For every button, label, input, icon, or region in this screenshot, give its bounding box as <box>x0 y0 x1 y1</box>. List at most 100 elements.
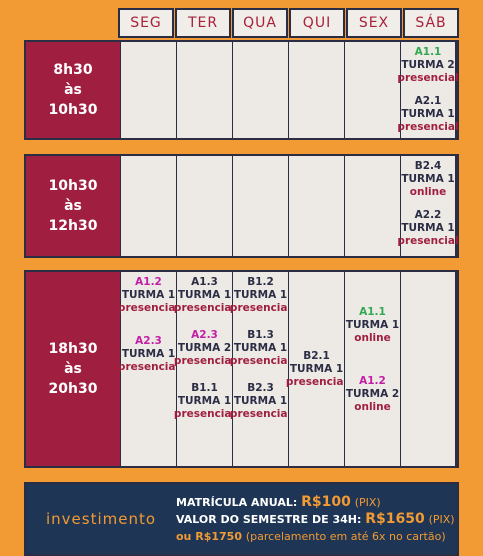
time-slot-line: 18h30 <box>48 341 98 357</box>
class-mode: presencial <box>173 408 236 420</box>
semester-fee-label: VALOR DO SEMESTRE DE 34H: <box>176 512 362 526</box>
class-mode: online <box>409 186 447 198</box>
installment-note: (parcelamento em até 6x no cartão) <box>245 529 446 543</box>
day-cells: B2.4 TURMA 1 online A2.2 TURMA 1 presencial <box>120 156 459 256</box>
class-level: B2.3 <box>247 382 274 394</box>
schedule-cell <box>400 272 455 466</box>
schedule-cell: A1.2 TURMA 1 presencial A2.3 TURMA 1 presenci… <box>118 272 179 466</box>
schedule-block-morning: 8h30 às 10h30 A1.1 TURMA 2 presencial A2.1 TURM… <box>24 40 459 140</box>
schedule-cell <box>288 42 344 138</box>
class-group: TURMA 1 <box>233 342 288 354</box>
class-mode: presencial <box>117 302 180 314</box>
time-slot-line: 10h30 <box>48 178 98 194</box>
class-group: TURMA 1 <box>233 395 288 407</box>
class-mode: presencial <box>117 361 180 373</box>
class-group: TURMA 1 <box>289 362 344 375</box>
investment-label: investimento <box>45 510 157 528</box>
class-level: A2.3 <box>191 329 218 341</box>
class-entry: B2.1 TURMA 1 presencial <box>286 350 347 389</box>
schedule-cell <box>176 42 232 138</box>
day-cells: A1.2 TURMA 1 presencial A2.3 TURMA 1 presenci… <box>118 272 457 466</box>
semester-fee-line: VALOR DO SEMESTRE DE 34H: R$1650 (PIX) <box>176 511 455 528</box>
class-entry: B2.3 TURMA 1 presencial <box>230 382 291 421</box>
schedule-block-midday: 10h30 às 12h30 B2.4 TURMA 1 online A2.2 TURMA 1… <box>24 154 459 258</box>
day-header-sex: SEX <box>346 8 402 38</box>
class-level: B1.1 <box>191 382 218 394</box>
class-group: TURMA 1 <box>401 222 455 234</box>
class-mode: presencial <box>397 121 459 133</box>
time-slot-line: 10h30 <box>48 102 98 118</box>
schedule-cell: B2.4 TURMA 1 online A2.2 TURMA 1 presencial <box>397 156 459 256</box>
class-entry: B1.3 TURMA 1 presencial <box>230 329 291 368</box>
schedule-cell: A1.1 TURMA 2 presencial A2.1 TURMA 1 presenci… <box>397 42 459 138</box>
class-entry: A1.1 TURMA 1 online <box>346 306 399 345</box>
time-slot-line: às <box>64 82 82 98</box>
class-level: A1.2 <box>359 375 386 387</box>
class-entry: B1.1 TURMA 1 presencial <box>174 382 235 421</box>
class-mode: presencial <box>173 355 236 367</box>
investment-panel: investimento MATRÍCULA ANUAL: R$100 (PIX… <box>24 482 459 556</box>
schedule-cell <box>344 156 400 256</box>
class-entry: B2.4 TURMA 1 online <box>401 160 454 199</box>
class-level: A1.2 <box>135 276 162 288</box>
class-group: TURMA 1 <box>177 395 232 407</box>
schedule-cell <box>344 42 400 138</box>
class-mode: presencial <box>397 72 459 84</box>
day-cells: A1.1 TURMA 2 presencial A2.1 TURMA 1 presenci… <box>120 42 459 138</box>
class-entry: A2.3 TURMA 1 presencial <box>118 335 179 374</box>
enrollment-fee-label: MATRÍCULA ANUAL: <box>176 495 298 509</box>
time-slot-line: 8h30 <box>53 62 93 78</box>
semester-fee-price: R$1650 <box>365 510 425 527</box>
class-entry: A1.2 TURMA 1 presencial <box>118 276 179 315</box>
class-level: A1.3 <box>191 276 218 288</box>
time-slot: 18h30 às 20h30 <box>26 272 120 466</box>
class-level: A2.1 <box>414 95 442 107</box>
semester-fee-note: (PIX) <box>428 512 455 526</box>
schedule-cell <box>232 42 288 138</box>
class-entry: A1.3 TURMA 1 presencial <box>174 276 235 315</box>
schedule-cell <box>120 156 176 256</box>
time-slot-line: 20h30 <box>48 381 98 397</box>
class-group: TURMA 2 <box>401 59 455 71</box>
class-entry: A1.1 TURMA 2 presencial <box>397 46 458 85</box>
time-slot: 8h30 às 10h30 <box>26 42 120 138</box>
enrollment-fee-price: R$100 <box>301 493 351 510</box>
schedule-cell: A1.3 TURMA 1 presencial A2.3 TURMA 2 presenci… <box>174 272 235 466</box>
schedule-cell <box>120 42 176 138</box>
day-header-sab: SÁB <box>403 8 459 38</box>
enrollment-fee-line: MATRÍCULA ANUAL: R$100 (PIX) <box>176 494 455 511</box>
day-header-row: SEG TER QUA QUI SEX SÁB <box>118 8 459 38</box>
schedule-cell: B2.1 TURMA 1 presencial <box>286 272 347 466</box>
schedule-cell <box>288 156 344 256</box>
class-group: TURMA 1 <box>121 348 176 360</box>
class-group: TURMA 2 <box>177 342 232 354</box>
installment-prefix: ou <box>176 529 192 543</box>
class-mode: online <box>354 401 391 413</box>
price-list: MATRÍCULA ANUAL: R$100 (PIX) VALOR DO SE… <box>176 494 455 545</box>
class-entry: A2.3 TURMA 2 presencial <box>174 329 235 368</box>
class-group: TURMA 1 <box>121 289 176 301</box>
class-level: A1.1 <box>414 46 442 58</box>
class-mode: online <box>354 332 391 344</box>
class-mode: presencial <box>229 408 292 420</box>
schedule-cell <box>176 156 232 256</box>
class-mode: presencial <box>397 235 459 247</box>
class-mode: presencial <box>229 302 292 314</box>
class-level: B2.1 <box>303 349 330 362</box>
day-header-qui: QUI <box>289 8 345 38</box>
class-group: TURMA 1 <box>345 319 400 331</box>
class-group: TURMA 1 <box>233 289 288 301</box>
time-slot-line: 12h30 <box>48 218 98 234</box>
class-group: TURMA 1 <box>177 289 232 301</box>
day-header-ter: TER <box>175 8 231 38</box>
installment-price: R$1750 <box>195 529 242 543</box>
class-level: B2.4 <box>414 160 442 172</box>
class-entry: B1.2 TURMA 1 presencial <box>230 276 291 315</box>
class-group: TURMA 2 <box>345 388 400 400</box>
class-level: A2.2 <box>414 209 442 221</box>
class-mode: presencial <box>229 355 292 367</box>
class-level: A2.3 <box>135 335 162 347</box>
day-header-qua: QUA <box>232 8 288 38</box>
schedule-cell <box>232 156 288 256</box>
time-slot: 10h30 às 12h30 <box>26 156 120 256</box>
